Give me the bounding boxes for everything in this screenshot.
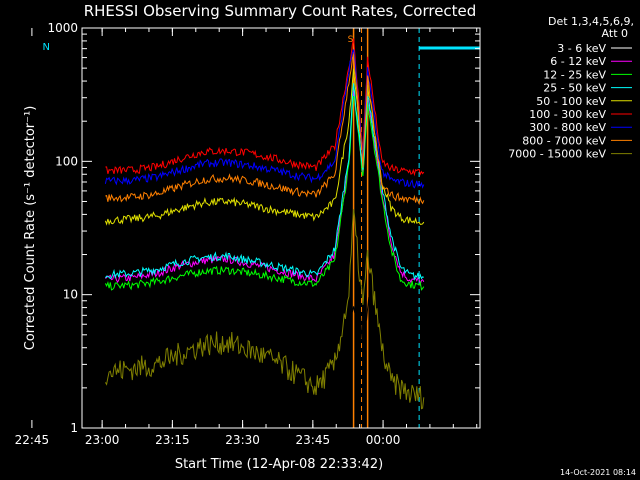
y-axis-label: Corrected Count Rate (s⁻¹ detector⁻¹) [23, 106, 38, 351]
plot-area: NS [43, 27, 481, 429]
series-line [104, 49, 425, 189]
chart-title: RHESSI Observing Summary Count Rates, Co… [84, 2, 477, 20]
x-axis: 22:45 23:00 23:15 23:30 23:45 00:00 [15, 28, 478, 447]
y-tick-label: 100 [55, 154, 78, 168]
series-line [104, 209, 425, 410]
x-tick-label: 23:45 [296, 433, 331, 447]
legend-label: 100 - 300 keV [529, 108, 606, 121]
x-tick-label: 23:15 [155, 433, 190, 447]
y-tick-label: 10 [63, 288, 78, 302]
legend-label: 3 - 6 keV [557, 42, 606, 55]
y-tick-label: 1000 [47, 21, 78, 35]
legend-header-line-1: Det 1,3,4,5,6,9, [548, 15, 634, 28]
legend-header-line-2: Att 0 [602, 27, 628, 40]
x-axis-label: Start Time (12-Apr-08 22:33:42) [175, 457, 383, 472]
night-label: N [43, 42, 50, 53]
series-line [105, 38, 425, 177]
legend-label: 6 - 12 keV [550, 55, 606, 68]
x-tick-label: 00:00 [366, 433, 401, 447]
timestamp: 14-Oct-2021 08:14 [560, 468, 636, 477]
series-line [105, 54, 425, 206]
plot-frame [81, 27, 481, 429]
series-line [104, 68, 425, 226]
y-tick-label: 1 [70, 421, 78, 435]
x-tick-label: 22:45 [15, 433, 50, 447]
legend-label: 50 - 100 keV [536, 95, 606, 108]
legend-label: 300 - 800 keV [529, 121, 606, 134]
series-line [104, 95, 425, 291]
y-axis: 1 10 100 1000 [47, 21, 480, 435]
legend-label: 25 - 50 keV [543, 82, 606, 95]
saa-label: S [348, 35, 354, 45]
legend-label: 7000 - 15000 keV [508, 148, 606, 161]
x-tick-label: 23:00 [85, 433, 120, 447]
series-line [104, 83, 424, 282]
plot-clip [104, 28, 480, 428]
legend-label: 12 - 25 keV [543, 68, 606, 81]
legend-label: 800 - 7000 keV [522, 134, 606, 147]
x-tick-label: 23:30 [225, 433, 260, 447]
series-line [104, 284, 425, 354]
